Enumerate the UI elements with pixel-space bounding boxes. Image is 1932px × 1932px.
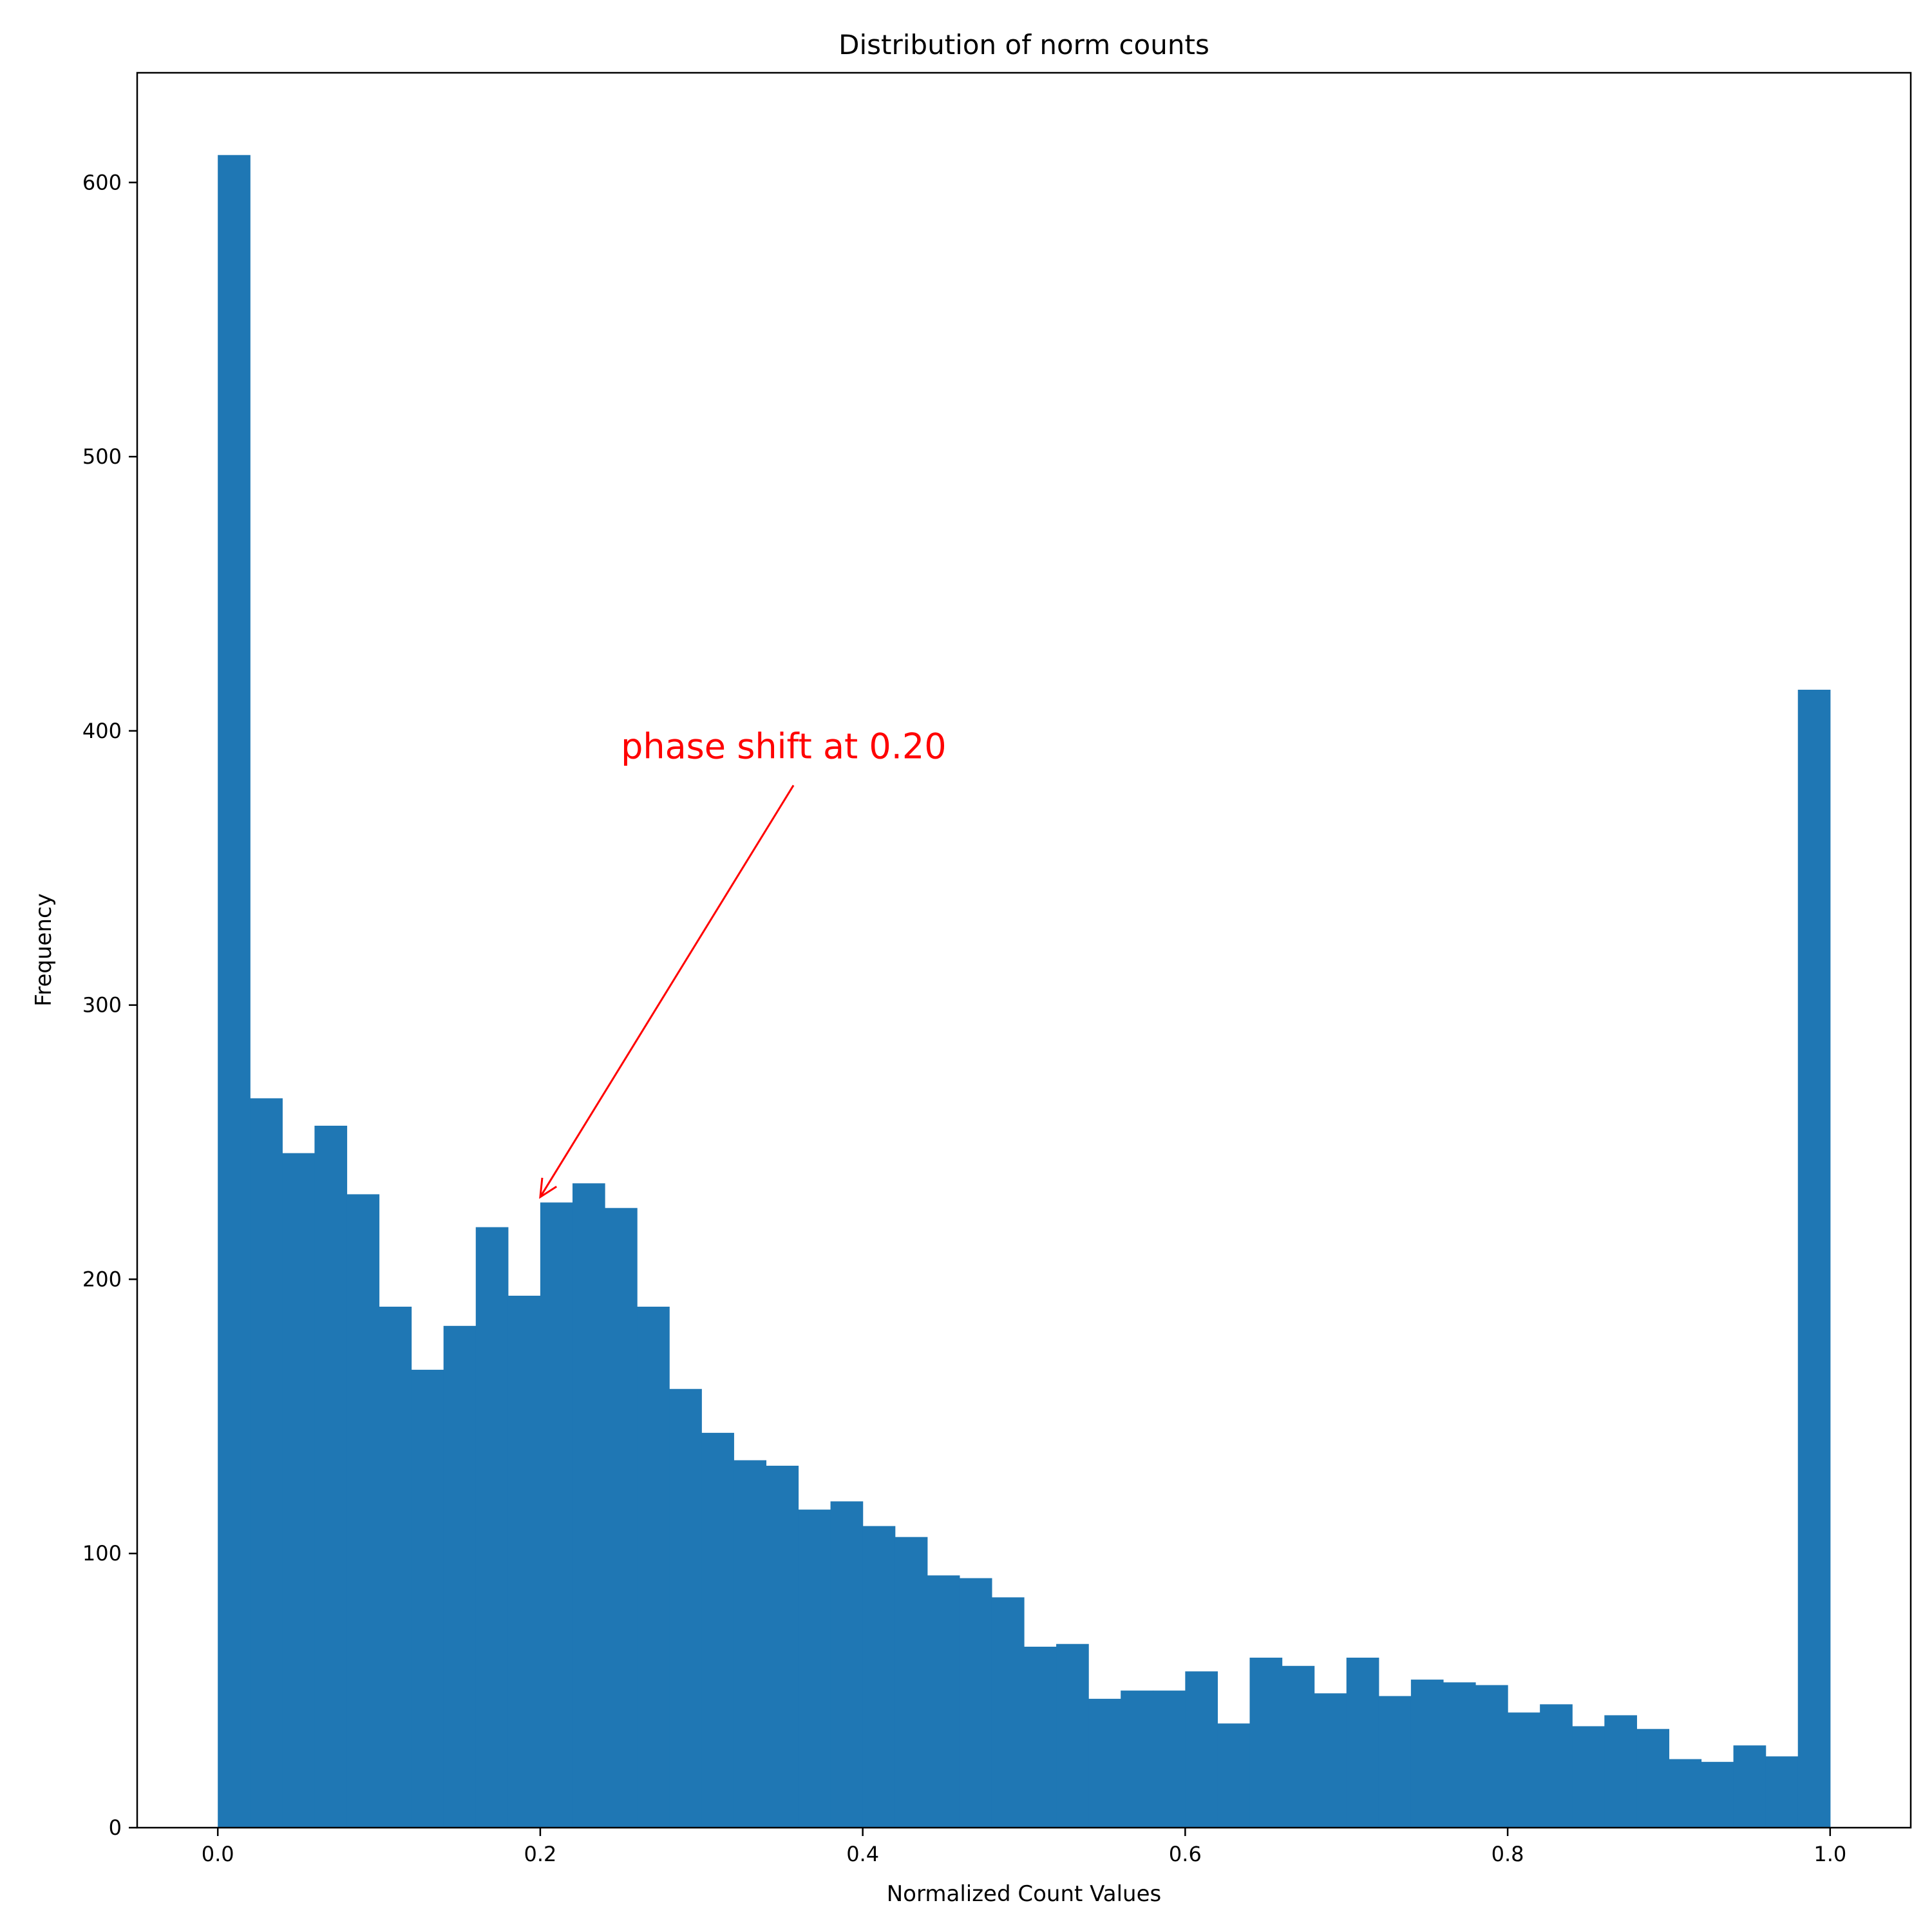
y-tick-label: 0 [109, 1815, 122, 1840]
histogram-bar [540, 1202, 573, 1828]
annotation-text: phase shift at 0.20 [621, 726, 947, 766]
histogram-bar [1443, 1682, 1476, 1828]
histogram-bar [282, 1153, 315, 1828]
histogram-bar [1056, 1643, 1089, 1828]
y-tick-label: 600 [82, 170, 122, 194]
histogram-bar [959, 1578, 992, 1828]
histogram-bar [1604, 1715, 1637, 1828]
x-tick-label: 0.0 [202, 1842, 234, 1866]
histogram-bar [1378, 1696, 1412, 1828]
histogram-bar [1572, 1726, 1605, 1828]
histogram-bar [572, 1183, 605, 1828]
histogram-bar [379, 1307, 412, 1828]
x-tick-label: 1.0 [1814, 1842, 1846, 1866]
histogram-bar [346, 1194, 380, 1828]
histogram-bar [830, 1501, 864, 1828]
y-tick-label: 200 [82, 1267, 122, 1291]
histogram-bar [637, 1307, 670, 1828]
y-tick-label: 300 [82, 993, 122, 1018]
x-tick-label: 0.6 [1169, 1842, 1202, 1866]
histogram-bar [218, 155, 251, 1828]
annotations: phase shift at 0.20 [539, 726, 947, 1199]
histogram-bar [766, 1465, 799, 1828]
histogram-bar [991, 1597, 1025, 1828]
histogram-bar [1475, 1685, 1508, 1828]
histogram-bar [443, 1325, 477, 1828]
histogram-bar [1121, 1690, 1153, 1828]
histogram-bar [1088, 1698, 1121, 1828]
chart-title: Distribution of norm counts [838, 29, 1209, 61]
histogram-bar [1765, 1756, 1799, 1828]
histogram-bar [1217, 1723, 1251, 1828]
histogram-bar [1636, 1728, 1670, 1828]
histogram-bar [507, 1295, 541, 1828]
histogram-bar [798, 1510, 831, 1828]
histogram-bar [862, 1526, 896, 1828]
y-axis-label: Frequency [31, 893, 57, 1007]
histogram-bar [1282, 1665, 1315, 1828]
annotation-arrowhead [539, 1177, 557, 1199]
annotation-arrow [539, 784, 795, 1198]
histogram-bar [1249, 1658, 1283, 1828]
histogram-bar [701, 1432, 734, 1828]
x-tick-label: 0.4 [846, 1842, 879, 1866]
histogram-bar [1540, 1704, 1573, 1828]
histogram-bar [1346, 1658, 1379, 1828]
y-tick-label: 100 [82, 1541, 122, 1566]
histogram-bar [314, 1126, 348, 1828]
histogram-bar [1797, 690, 1831, 1828]
histogram-bar [1669, 1759, 1702, 1828]
histogram-bars [218, 155, 1831, 1828]
histogram-bar [411, 1369, 444, 1828]
histogram-bar [1701, 1761, 1734, 1828]
histogram-bar [1153, 1690, 1186, 1828]
x-tick-label: 0.2 [524, 1842, 556, 1866]
histogram-bar [669, 1388, 702, 1828]
histogram-bar [734, 1460, 767, 1828]
histogram-bar [1733, 1745, 1766, 1828]
histogram-bar [475, 1227, 509, 1828]
histogram-bar [1314, 1693, 1347, 1828]
histogram-bar [895, 1537, 928, 1828]
x-axis-label: Normalized Count Values [887, 1881, 1161, 1907]
histogram-bar [605, 1208, 638, 1828]
histogram-bar [1508, 1712, 1540, 1828]
histogram-bar [1410, 1680, 1444, 1828]
histogram-bar [1185, 1671, 1218, 1828]
plot-frame [136, 71, 1912, 1829]
y-axis-ticks: 0 100 200 300 400 500 600 [82, 170, 137, 1840]
histogram-bar [250, 1098, 283, 1828]
histogram-bar [927, 1575, 960, 1828]
x-tick-label: 0.8 [1492, 1842, 1524, 1866]
y-tick-label: 500 [82, 444, 122, 469]
y-tick-label: 400 [82, 719, 122, 743]
x-axis-ticks: 0.0 0.2 0.4 0.6 0.8 1.0 [202, 1828, 1846, 1866]
histogram-bar [1024, 1646, 1057, 1828]
